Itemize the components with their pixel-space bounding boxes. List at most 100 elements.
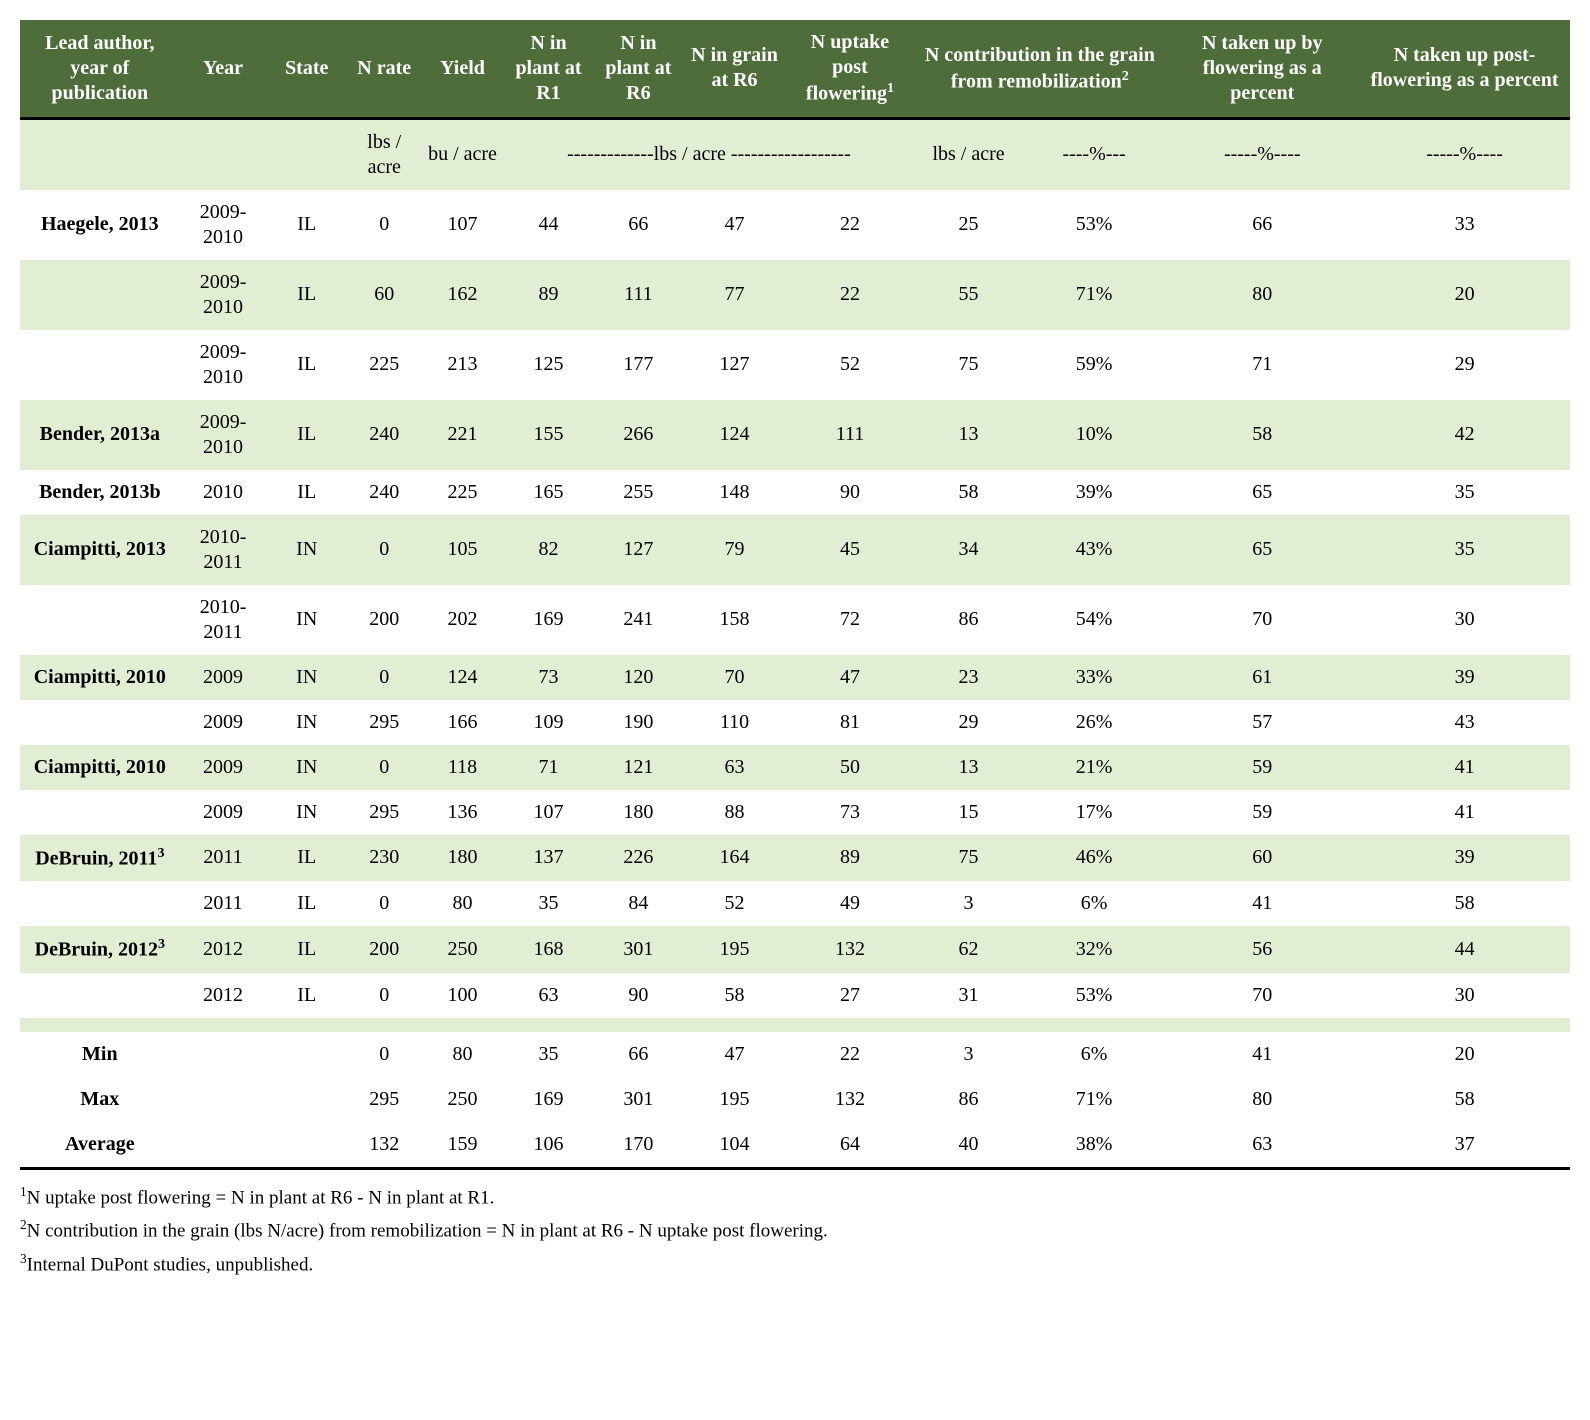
cell-n_grain_r6: 164 — [683, 835, 785, 882]
cell-n_r6: 190 — [593, 700, 683, 745]
summary-label: Average — [20, 1122, 180, 1169]
cell-year: 2009 — [180, 655, 267, 700]
cell-pct_flower: 65 — [1165, 470, 1359, 515]
cell-pct_flower: 57 — [1165, 700, 1359, 745]
summary-cell-yield: 250 — [421, 1077, 503, 1122]
cell-nrate: 295 — [347, 700, 421, 745]
cell-yield: 124 — [421, 655, 503, 700]
cell-pct_post: 20 — [1359, 260, 1570, 330]
summary-cell-remob_lbs: 3 — [914, 1032, 1023, 1077]
summary-cell-n_r1: 106 — [504, 1122, 594, 1169]
cell-yield: 107 — [421, 190, 503, 260]
summary-cell-n_grain_r6: 104 — [683, 1122, 785, 1169]
summary-cell-remob_lbs: 86 — [914, 1077, 1023, 1122]
cell-n_r6: 121 — [593, 745, 683, 790]
table-row: 2009-2010IL225213125177127527559%7129 — [20, 330, 1570, 400]
col-pct_flower: N taken up by flowering as a percent — [1165, 20, 1359, 118]
cell-yield: 202 — [421, 585, 503, 655]
cell-n_grain_r6: 70 — [683, 655, 785, 700]
summary-cell-nrate: 295 — [347, 1077, 421, 1122]
summary-cell-pct_flower: 80 — [1165, 1077, 1359, 1122]
cell-nrate: 240 — [347, 470, 421, 515]
cell-yield: 136 — [421, 790, 503, 835]
units-cell — [180, 118, 267, 190]
cell-n_r1: 109 — [504, 700, 594, 745]
cell-remob_lbs: 34 — [914, 515, 1023, 585]
table-row: DeBruin, 201132011IL23018013722616489754… — [20, 835, 1570, 882]
summary-cell-pct_post: 58 — [1359, 1077, 1570, 1122]
cell-state: IL — [266, 260, 347, 330]
cell-nrate: 0 — [347, 973, 421, 1018]
cell-pct_post: 30 — [1359, 973, 1570, 1018]
col-n_r1: N in plant at R1 — [504, 20, 594, 118]
table-row: DeBruin, 201232012IL20025016830119513262… — [20, 926, 1570, 973]
cell-n_post: 50 — [786, 745, 915, 790]
cell-remob_pct: 71% — [1023, 260, 1166, 330]
cell-pct_post: 29 — [1359, 330, 1570, 400]
summary-row-min: Min0803566472236%4120 — [20, 1032, 1570, 1077]
cell-remob_pct: 59% — [1023, 330, 1166, 400]
cell-nrate: 230 — [347, 835, 421, 882]
table-row: Bender, 2013b2010IL240225165255148905839… — [20, 470, 1570, 515]
cell-n_post: 72 — [786, 585, 915, 655]
summary-row-max: Max2952501693011951328671%8058 — [20, 1077, 1570, 1122]
summary-cell-pct_post: 37 — [1359, 1122, 1570, 1169]
summary-cell-nrate: 132 — [347, 1122, 421, 1169]
summary-cell-pct_flower: 41 — [1165, 1032, 1359, 1077]
cell-remob_pct: 21% — [1023, 745, 1166, 790]
table-row: 2009IN29513610718088731517%5941 — [20, 790, 1570, 835]
cell-n_post: 73 — [786, 790, 915, 835]
cell-remob_lbs: 75 — [914, 330, 1023, 400]
cell-n_r1: 107 — [504, 790, 594, 835]
cell-remob_pct: 46% — [1023, 835, 1166, 882]
cell-year: 2009 — [180, 790, 267, 835]
table-header-row: Lead author, year of publicationYearStat… — [20, 20, 1570, 118]
table-row: Ciampitti, 20102009IN01247312070472333%6… — [20, 655, 1570, 700]
cell-state: IL — [266, 190, 347, 260]
cell-n_grain_r6: 110 — [683, 700, 785, 745]
cell-n_post: 22 — [786, 260, 915, 330]
cell-n_post: 52 — [786, 330, 915, 400]
cell-n_r6: 90 — [593, 973, 683, 1018]
cell-n_grain_r6: 88 — [683, 790, 785, 835]
cell-pct_flower: 65 — [1165, 515, 1359, 585]
units-cell: ----%--- — [1023, 118, 1166, 190]
cell-author: Bender, 2013b — [20, 470, 180, 515]
cell-pct_flower: 70 — [1165, 585, 1359, 655]
cell-state: IN — [266, 790, 347, 835]
cell-year: 2009-2010 — [180, 330, 267, 400]
cell-n_r1: 35 — [504, 881, 594, 926]
cell-author — [20, 330, 180, 400]
cell-n_post: 27 — [786, 973, 915, 1018]
col-state: State — [266, 20, 347, 118]
cell-nrate: 0 — [347, 881, 421, 926]
spacer-row — [20, 1018, 1570, 1032]
cell-remob_lbs: 86 — [914, 585, 1023, 655]
cell-state: IN — [266, 585, 347, 655]
cell-n_r1: 44 — [504, 190, 594, 260]
cell-n_post: 47 — [786, 655, 915, 700]
units-cell: lbs / acre — [914, 118, 1023, 190]
cell-year: 2012 — [180, 973, 267, 1018]
cell-n_r6: 120 — [593, 655, 683, 700]
table-row: 2012IL0100639058273153%7030 — [20, 973, 1570, 1018]
cell-author: Bender, 2013a — [20, 400, 180, 470]
footnotes: 1N uptake post flowering = N in plant at… — [20, 1184, 1570, 1276]
cell-year: 2010-2011 — [180, 515, 267, 585]
cell-yield: 250 — [421, 926, 503, 973]
cell-state: IL — [266, 881, 347, 926]
cell-year: 2009-2010 — [180, 190, 267, 260]
cell-remob_lbs: 13 — [914, 400, 1023, 470]
cell-state: IL — [266, 470, 347, 515]
cell-n_grain_r6: 63 — [683, 745, 785, 790]
table-row: Ciampitti, 20102009IN01187112163501321%5… — [20, 745, 1570, 790]
cell-pct_flower: 60 — [1165, 835, 1359, 882]
cell-author: Ciampitti, 2010 — [20, 655, 180, 700]
cell-n_r6: 226 — [593, 835, 683, 882]
cell-year: 2011 — [180, 835, 267, 882]
cell-state: IN — [266, 655, 347, 700]
cell-n_r6: 255 — [593, 470, 683, 515]
cell-n_post: 132 — [786, 926, 915, 973]
cell-remob_lbs: 25 — [914, 190, 1023, 260]
cell-yield: 100 — [421, 973, 503, 1018]
